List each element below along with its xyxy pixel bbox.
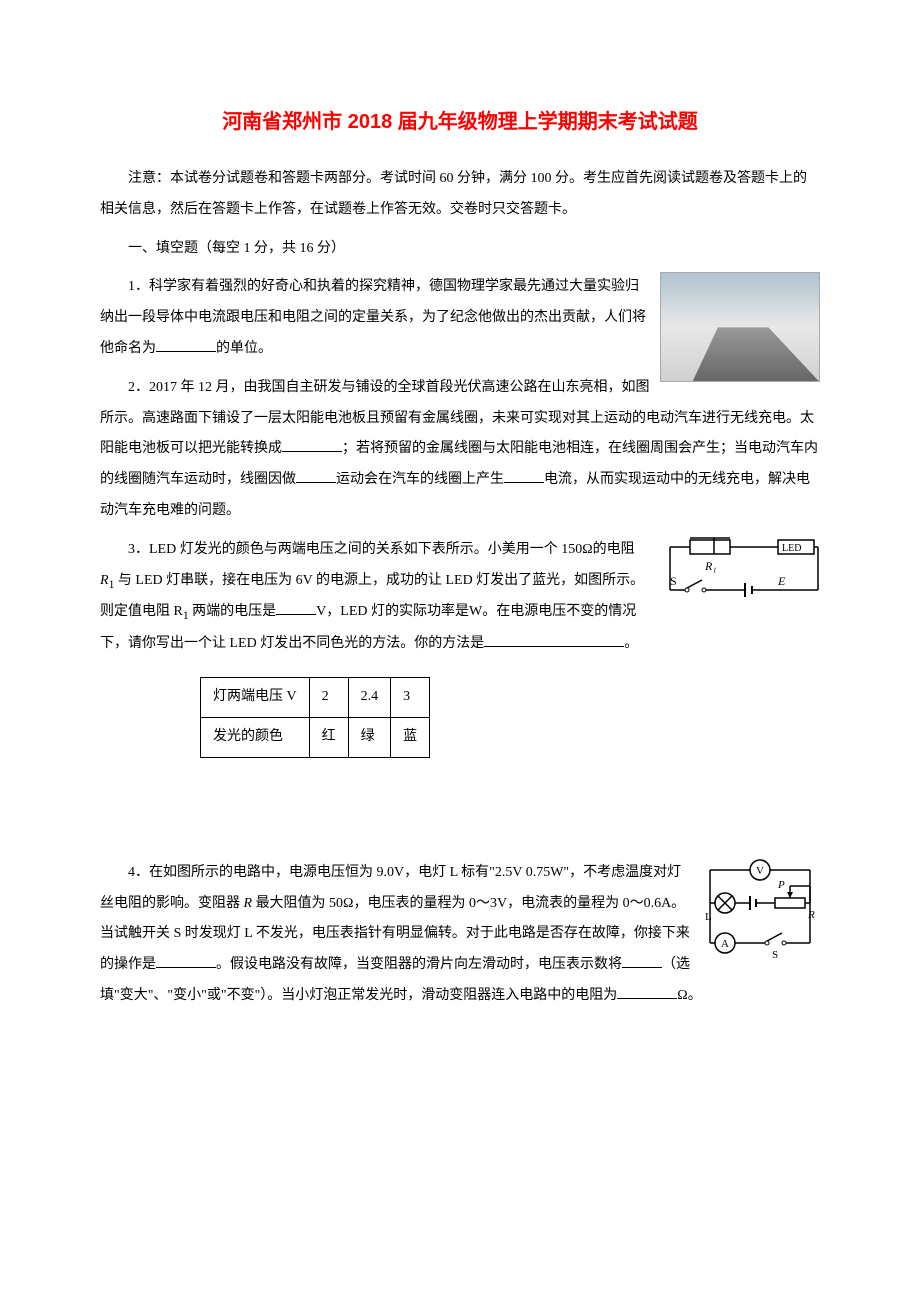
led-voltage-color-table: 灯两端电压 V 2 2.4 3 发光的颜色 红 绿 蓝 bbox=[200, 677, 430, 758]
q4-r: R bbox=[244, 896, 253, 911]
table-r1c2: 2 bbox=[309, 678, 348, 718]
highway-photo bbox=[660, 272, 820, 382]
question-2: 2．2017 年 12 月，由我国自主研发与铺设的全球首段光伏高速公路在山东亮相… bbox=[100, 373, 820, 527]
l-label: L bbox=[705, 911, 712, 923]
q3-blank-1 bbox=[276, 601, 316, 615]
q4-blank-3 bbox=[617, 985, 677, 999]
q1-blank-1 bbox=[156, 338, 216, 352]
table-r2c3: 绿 bbox=[348, 718, 391, 758]
r-label: R bbox=[807, 909, 815, 921]
e-label: E bbox=[777, 574, 786, 588]
q4-blank-1 bbox=[156, 954, 216, 968]
q3-blank-2 bbox=[484, 633, 624, 647]
q3-text-3: 两端的电压是 bbox=[189, 604, 277, 619]
q3-text-5: 。 bbox=[624, 636, 638, 651]
q4-text-3: 。假设电路没有故障，当变阻器的滑片向左滑动时，电压表示数将 bbox=[216, 957, 622, 972]
r1-label: R₁ bbox=[704, 559, 717, 573]
a-label: A bbox=[721, 938, 729, 950]
q3-r1: R bbox=[100, 573, 109, 588]
q2-blank-3 bbox=[504, 469, 544, 483]
led-label: LED bbox=[782, 543, 801, 554]
q2-blank-1 bbox=[282, 438, 342, 452]
table-r1c3: 2.4 bbox=[348, 678, 391, 718]
q1-text-2: 的单位。 bbox=[216, 341, 272, 356]
exam-title: 河南省郑州市 2018 届九年级物理上学期期末考试试题 bbox=[100, 100, 820, 144]
table-r1c1: 灯两端电压 V bbox=[201, 678, 310, 718]
s-label: S bbox=[670, 574, 677, 588]
table-r2c2: 红 bbox=[309, 718, 348, 758]
table-r2c1: 发光的颜色 bbox=[201, 718, 310, 758]
v-label: V bbox=[756, 865, 764, 877]
p-label: P bbox=[777, 879, 785, 891]
exam-notice: 注意：本试卷分试题卷和答题卡两部分。考试时间 60 分钟，满分 100 分。考生… bbox=[100, 164, 820, 226]
circuit-led-diagram: R₁ LED S E bbox=[660, 535, 820, 605]
q3-text-1: 3．LED 灯发光的颜色与两端电压之间的关系如下表所示。小美用一个 150Ω的电… bbox=[128, 542, 635, 557]
table-r2c4: 蓝 bbox=[391, 718, 430, 758]
q2-blank-2 bbox=[296, 469, 336, 483]
circuit-vr-diagram: V L P R A S bbox=[700, 858, 820, 968]
table-r1c4: 3 bbox=[391, 678, 430, 718]
q4-blank-2 bbox=[622, 954, 662, 968]
section1-header: 一、填空题（每空 1 分，共 16 分） bbox=[100, 234, 820, 265]
s-label-2: S bbox=[772, 949, 778, 961]
q4-text-5: Ω。 bbox=[677, 988, 701, 1003]
q2-text-3: 运动会在汽车的线圈上产生 bbox=[336, 472, 504, 487]
